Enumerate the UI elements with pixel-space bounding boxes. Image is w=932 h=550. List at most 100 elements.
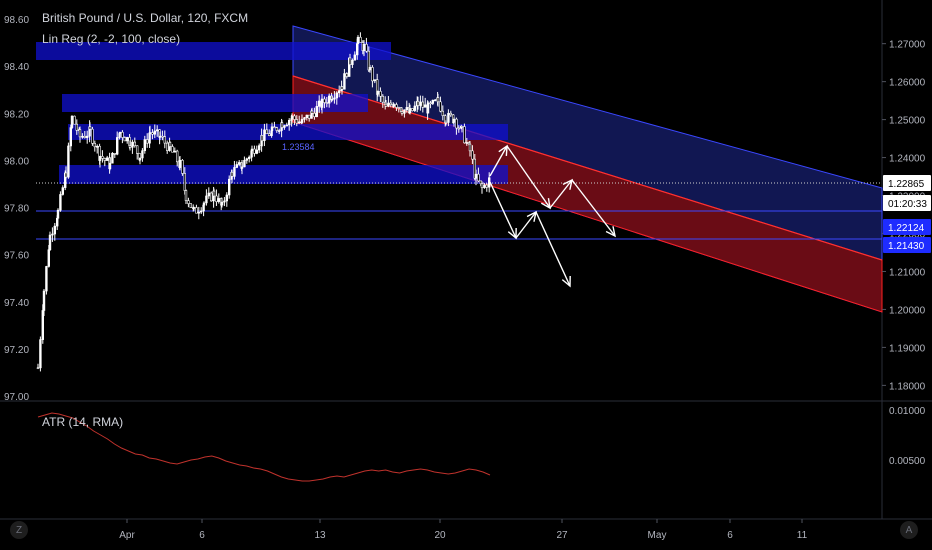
candle-body bbox=[305, 114, 308, 119]
projection-arrow-head bbox=[605, 226, 616, 238]
candle-body bbox=[431, 99, 434, 104]
price-label-countdown bbox=[883, 195, 931, 211]
timezone-corner-icon[interactable]: Z bbox=[10, 521, 28, 539]
candle-body bbox=[189, 203, 192, 208]
zone-overlay-price: 1.23584 bbox=[282, 142, 315, 152]
candle-body bbox=[313, 112, 316, 117]
candle-body bbox=[101, 156, 104, 159]
candle-body bbox=[433, 99, 437, 102]
candle-body bbox=[70, 115, 74, 128]
zone-rect bbox=[59, 165, 508, 184]
candle-body bbox=[348, 57, 352, 65]
candle-body bbox=[93, 143, 97, 148]
candle-body bbox=[207, 192, 210, 197]
candle-body bbox=[133, 141, 136, 147]
candle-body bbox=[78, 129, 82, 138]
x-axis-tick: 6 bbox=[727, 530, 733, 541]
candle-body bbox=[463, 126, 466, 144]
candle-body bbox=[91, 128, 94, 144]
candle-body bbox=[455, 118, 458, 129]
projection-arrow bbox=[515, 211, 537, 239]
candle-body bbox=[480, 183, 484, 189]
candle-body bbox=[53, 225, 57, 235]
candle-body bbox=[273, 126, 276, 129]
candle-body bbox=[108, 162, 112, 170]
candle-body bbox=[98, 156, 102, 161]
candle-body bbox=[192, 207, 196, 209]
candle-body bbox=[81, 135, 84, 138]
candle-body bbox=[210, 192, 213, 202]
candle-body bbox=[362, 43, 366, 51]
candle-body bbox=[248, 156, 251, 160]
candle-body bbox=[423, 104, 427, 108]
candle-body bbox=[457, 127, 460, 130]
candle-body bbox=[485, 184, 488, 188]
candle-body bbox=[297, 121, 301, 124]
candle-body bbox=[335, 92, 338, 99]
study-legend-linreg[interactable]: Lin Reg (2, -2, 100, close) bbox=[42, 32, 181, 46]
candle-body bbox=[330, 98, 334, 101]
candle-body bbox=[173, 150, 176, 153]
candle-body bbox=[75, 123, 79, 131]
x-axis-tick: 13 bbox=[314, 530, 326, 541]
candle-body bbox=[295, 119, 298, 124]
candle-body bbox=[280, 122, 284, 128]
left-axis-tick: 97.40 bbox=[4, 298, 29, 309]
candle-body bbox=[257, 145, 261, 151]
auto-scale-icon[interactable]: A bbox=[900, 521, 918, 539]
candle-body bbox=[452, 118, 456, 123]
right-axis-tick: 1.25000 bbox=[889, 116, 926, 127]
candle-body bbox=[64, 172, 68, 178]
candle-body bbox=[197, 211, 200, 214]
candle-body bbox=[128, 145, 132, 148]
candle-body bbox=[323, 98, 326, 103]
candle-body bbox=[277, 130, 281, 132]
right-axis-tick: 1.19000 bbox=[889, 343, 926, 354]
candle-body bbox=[243, 160, 246, 168]
candle-body bbox=[303, 117, 306, 120]
candle-body bbox=[255, 149, 258, 154]
candle-body bbox=[59, 194, 62, 211]
candle-body bbox=[389, 102, 392, 105]
candle-body bbox=[225, 194, 228, 202]
candle-body bbox=[471, 150, 474, 160]
candle-body bbox=[408, 108, 412, 114]
candle-body bbox=[376, 91, 380, 95]
candle-body bbox=[419, 101, 422, 106]
candle-body bbox=[290, 115, 294, 119]
candle-body bbox=[275, 127, 278, 131]
candle-body bbox=[283, 125, 286, 128]
candle-body bbox=[48, 234, 52, 251]
candle-body bbox=[245, 158, 248, 161]
projection-arrow bbox=[535, 211, 571, 287]
candle-body bbox=[41, 310, 45, 340]
candle-body bbox=[126, 137, 129, 142]
candle-body bbox=[106, 157, 109, 161]
candle-body bbox=[267, 133, 271, 136]
candle-body bbox=[212, 190, 216, 197]
candle-body bbox=[168, 142, 172, 147]
candle-body bbox=[187, 200, 190, 204]
candle-body bbox=[387, 102, 390, 107]
candle-body bbox=[285, 124, 288, 127]
study-legend-atr[interactable]: ATR (14, RMA) bbox=[42, 415, 124, 429]
right-axis-tick: 1.20000 bbox=[889, 305, 926, 316]
x-axis-tick: Apr bbox=[119, 530, 135, 541]
candle-body bbox=[228, 178, 231, 196]
candle-body bbox=[230, 171, 234, 177]
candle-body bbox=[183, 173, 186, 191]
atr-axis-tick: 0.01000 bbox=[889, 406, 926, 417]
candle-body bbox=[325, 102, 328, 104]
candle-body bbox=[421, 101, 424, 108]
projection-arrow bbox=[489, 145, 508, 177]
projection-arrow bbox=[571, 179, 616, 237]
candle-body bbox=[333, 97, 336, 100]
candle-body bbox=[270, 126, 274, 132]
candle-body bbox=[235, 164, 238, 168]
candle-body bbox=[379, 91, 382, 97]
candle-body bbox=[69, 127, 73, 147]
candle-body bbox=[61, 187, 65, 195]
candle-body bbox=[413, 105, 416, 111]
candle-body bbox=[67, 145, 70, 178]
